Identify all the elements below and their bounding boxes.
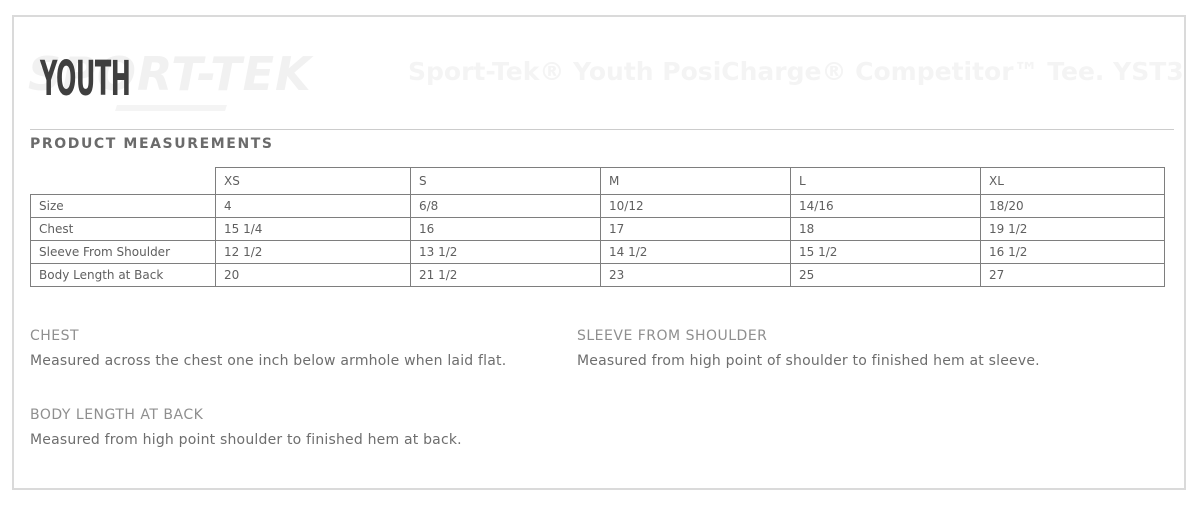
cell-value: 16 1/2 — [980, 240, 1165, 264]
cell-value: 23 — [600, 263, 791, 287]
sport-tek-watermark-logo: SPORT-TEK — [28, 47, 312, 101]
table-row-chest: Chest 15 1/4 16 17 18 19 1/2 — [30, 217, 1165, 241]
definition-body-length-at-back: BODY LENGTH AT BACK Measured from high p… — [30, 407, 577, 448]
definition-chest: CHEST Measured across the chest one inch… — [30, 328, 577, 369]
cell-value: 27 — [980, 263, 1165, 287]
cell-value: 13 1/2 — [410, 240, 601, 264]
cell-value: 18 — [790, 217, 981, 241]
definition-term: BODY LENGTH AT BACK — [30, 407, 204, 423]
cell-value: 16 — [410, 217, 601, 241]
definition-description: Measured from high point of shoulder to … — [577, 353, 1040, 369]
cell-value: 14 1/2 — [600, 240, 791, 264]
cell-value: 17 — [600, 217, 791, 241]
section-title: PRODUCT MEASUREMENTS — [30, 136, 274, 152]
column-header-s: S — [410, 167, 601, 195]
table-row-size: Size 4 6/8 10/12 14/16 18/20 — [30, 194, 1165, 218]
cell-value: 14/16 — [790, 194, 981, 218]
table-row-body-length-at-back: Body Length at Back 20 21 1/2 23 25 27 — [30, 263, 1165, 287]
measurements-table: XS S M L XL Size 4 6/8 10/12 14/16 18/20… — [30, 167, 1165, 287]
header: SPORT-TEK YOUTH Sport-Tek® Youth PosiCha… — [14, 17, 1184, 129]
definition-term: CHEST — [30, 328, 80, 344]
cell-value: 21 1/2 — [410, 263, 601, 287]
cell-value: 15 1/4 — [215, 217, 411, 241]
column-header-xs: XS — [215, 167, 411, 195]
cell-value: 4 — [215, 194, 411, 218]
cell-value: 10/12 — [600, 194, 791, 218]
column-header-l: L — [790, 167, 981, 195]
definition-description: Measured across the chest one inch below… — [30, 353, 507, 369]
definition-sleeve-from-shoulder: SLEEVE FROM SHOULDER Measured from high … — [577, 328, 1174, 369]
column-header-m: M — [600, 167, 791, 195]
table-header-row: XS S M L XL — [31, 167, 1165, 195]
table-row-sleeve-from-shoulder: Sleeve From Shoulder 12 1/2 13 1/2 14 1/… — [30, 240, 1165, 264]
row-label: Sleeve From Shoulder — [30, 240, 216, 264]
definition-term: SLEEVE FROM SHOULDER — [577, 328, 768, 344]
definition-description: Measured from high point shoulder to fin… — [30, 432, 462, 448]
cell-value: 15 1/2 — [790, 240, 981, 264]
cell-value: 18/20 — [980, 194, 1165, 218]
category-label: YOUTH — [40, 51, 131, 107]
row-label: Size — [30, 194, 216, 218]
watermark-tagline-swoosh — [115, 105, 227, 111]
row-label: Body Length at Back — [30, 263, 216, 287]
measurement-definitions: CHEST Measured across the chest one inch… — [30, 328, 1174, 448]
cell-value: 25 — [790, 263, 981, 287]
cell-value: 6/8 — [410, 194, 601, 218]
header-divider — [30, 129, 1174, 130]
product-title: Sport-Tek® Youth PosiCharge® Competitor™… — [408, 57, 1184, 86]
cell-value: 19 1/2 — [980, 217, 1165, 241]
cell-value: 12 1/2 — [215, 240, 411, 264]
row-label: Chest — [30, 217, 216, 241]
product-spec-sheet: SPORT-TEK YOUTH Sport-Tek® Youth PosiCha… — [12, 15, 1186, 490]
cell-value: 20 — [215, 263, 411, 287]
corner-cell — [31, 168, 216, 195]
column-header-xl: XL — [980, 167, 1165, 195]
